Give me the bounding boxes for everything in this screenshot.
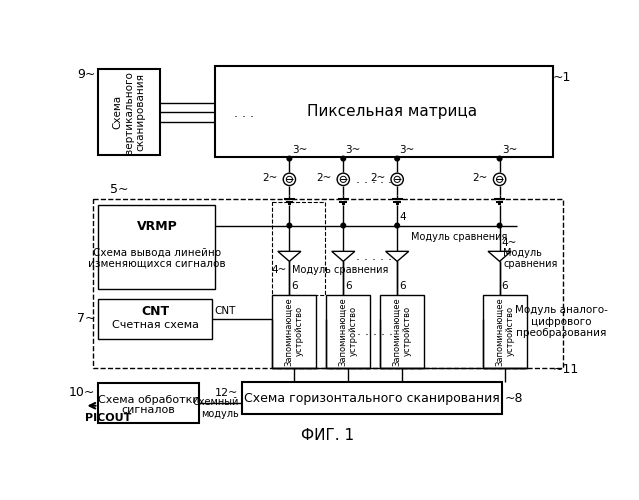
FancyBboxPatch shape xyxy=(272,295,316,368)
FancyBboxPatch shape xyxy=(380,295,424,368)
Circle shape xyxy=(341,223,346,228)
Text: Схема обработки: Схема обработки xyxy=(98,396,199,406)
Text: Запоминающее
устройство: Запоминающее устройство xyxy=(495,297,514,366)
Text: 9~: 9~ xyxy=(77,68,95,80)
Circle shape xyxy=(287,156,291,161)
FancyBboxPatch shape xyxy=(98,69,160,156)
Text: 2~: 2~ xyxy=(370,173,385,183)
Text: Модуль сравнения: Модуль сравнения xyxy=(411,232,507,241)
Text: Схема
вертикального
сканирования: Схема вертикального сканирования xyxy=(112,71,146,154)
Circle shape xyxy=(497,223,502,228)
Text: CNT: CNT xyxy=(141,304,169,318)
Text: 2~: 2~ xyxy=(473,173,488,183)
Text: 3~: 3~ xyxy=(291,146,307,156)
Text: . . . . .: . . . . . xyxy=(356,173,392,186)
Text: Счетная схема: Счетная схема xyxy=(112,320,199,330)
FancyBboxPatch shape xyxy=(242,382,502,414)
Text: 5~: 5~ xyxy=(110,182,128,196)
Text: Запоминающее
устройство: Запоминающее устройство xyxy=(285,297,304,366)
Text: ~8: ~8 xyxy=(505,392,523,404)
FancyBboxPatch shape xyxy=(98,205,215,290)
Text: Пиксельная матрица: Пиксельная матрица xyxy=(307,104,477,119)
Text: Схема вывода линейно: Схема вывода линейно xyxy=(93,248,221,258)
Text: 4~: 4~ xyxy=(502,238,517,248)
Text: ~1: ~1 xyxy=(553,71,571,84)
Circle shape xyxy=(287,223,291,228)
Text: 12~: 12~ xyxy=(215,388,238,398)
Text: PICOUT: PICOUT xyxy=(84,412,131,422)
Circle shape xyxy=(341,156,346,161)
Text: Запоминающее
устройство: Запоминающее устройство xyxy=(392,297,412,366)
Text: Модуль аналого-
цифрового
преобразования: Модуль аналого- цифрового преобразования xyxy=(515,305,608,338)
Text: 3~: 3~ xyxy=(346,146,361,156)
Text: 6: 6 xyxy=(291,281,298,291)
Text: CNT: CNT xyxy=(215,306,236,316)
Text: 6: 6 xyxy=(501,281,508,291)
Text: ~11: ~11 xyxy=(553,363,579,376)
Text: 4: 4 xyxy=(399,212,406,222)
Text: 4~: 4~ xyxy=(272,265,287,275)
Text: сигналов: сигналов xyxy=(121,404,175,414)
Circle shape xyxy=(395,223,399,228)
Text: . . . . .: . . . . . xyxy=(356,250,392,263)
FancyBboxPatch shape xyxy=(215,66,553,157)
FancyBboxPatch shape xyxy=(98,298,212,339)
Text: Запоминающее
устройство: Запоминающее устройство xyxy=(339,297,358,366)
Text: ФИГ. 1: ФИГ. 1 xyxy=(302,428,355,444)
Text: 10~: 10~ xyxy=(69,386,95,399)
Text: 7~: 7~ xyxy=(77,312,95,325)
Text: Модуль сравнения: Модуль сравнения xyxy=(291,265,388,275)
Text: изменяющихся сигналов: изменяющихся сигналов xyxy=(88,258,226,268)
Text: . . .: . . . xyxy=(234,108,254,120)
FancyBboxPatch shape xyxy=(98,384,199,424)
Text: Схемный
модуль: Схемный модуль xyxy=(192,398,238,419)
Text: Модуль
сравнения: Модуль сравнения xyxy=(504,248,558,270)
Text: Схема горизонтального сканирования: Схема горизонтального сканирования xyxy=(244,392,500,404)
Text: 6: 6 xyxy=(345,281,351,291)
Text: . . . . .: . . . . . xyxy=(357,325,393,338)
FancyBboxPatch shape xyxy=(482,295,527,368)
Text: 3~: 3~ xyxy=(502,146,517,156)
Text: VRMP: VRMP xyxy=(137,220,177,233)
FancyBboxPatch shape xyxy=(327,295,370,368)
Text: 2~: 2~ xyxy=(316,173,332,183)
Text: 2~: 2~ xyxy=(263,173,278,183)
Circle shape xyxy=(395,156,399,161)
Text: 3~: 3~ xyxy=(399,146,415,156)
Circle shape xyxy=(497,156,502,161)
Text: 6: 6 xyxy=(399,281,406,291)
